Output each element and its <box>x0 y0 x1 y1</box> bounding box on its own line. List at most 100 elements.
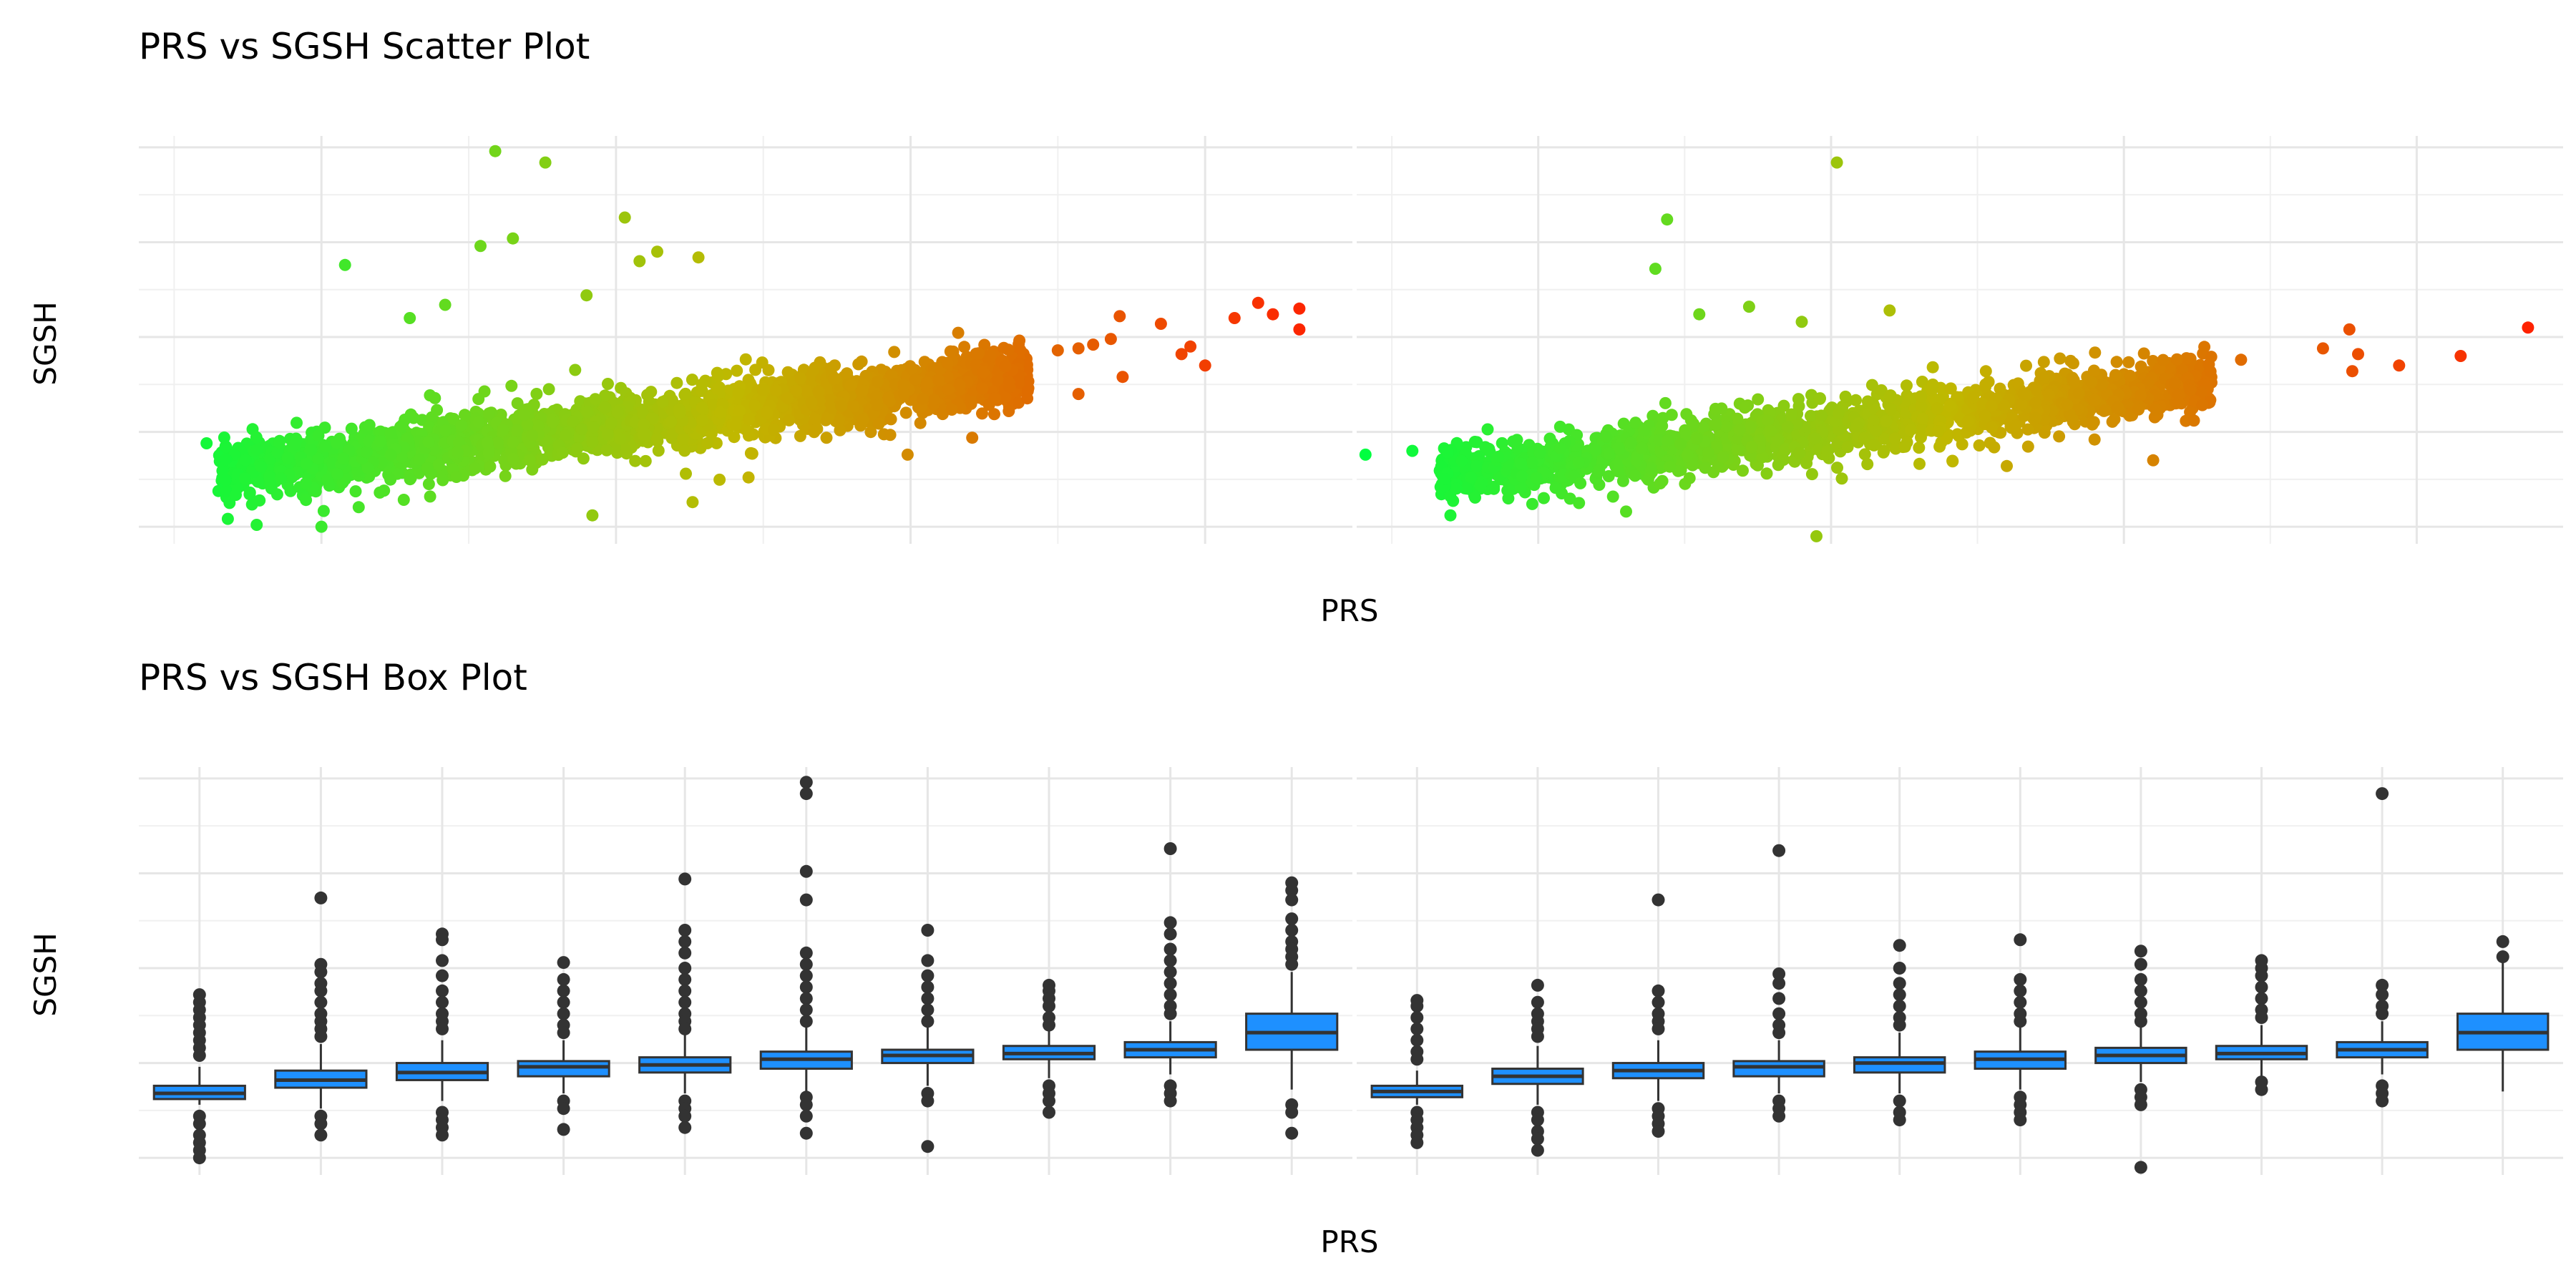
box-outlier <box>1893 939 1906 952</box>
scatter-point <box>469 462 482 475</box>
scatter-point <box>1858 431 1871 444</box>
scatter-point <box>800 384 813 397</box>
scatter-point <box>1629 469 1641 482</box>
box-outlier <box>1652 893 1665 907</box>
scatter-point <box>917 392 930 405</box>
box-outlier <box>2014 972 2027 986</box>
box-outlier <box>799 1098 813 1111</box>
box-outlier <box>1163 988 1177 1002</box>
scatter-point <box>250 431 263 444</box>
scatter-point <box>1821 445 1834 457</box>
scatter-point <box>270 488 283 501</box>
box-outlier <box>314 1117 328 1131</box>
scatter-point <box>1502 492 1515 504</box>
scatter-point <box>2137 347 2150 360</box>
box-outlier <box>799 864 813 878</box>
box-outlier <box>557 1123 570 1136</box>
scatter-point <box>1616 474 1629 487</box>
box-outlier <box>1893 1094 1906 1108</box>
box-body <box>1732 1060 1825 1078</box>
scatter-point <box>743 413 756 426</box>
box-outlier <box>1410 1000 1424 1013</box>
scatter-point <box>958 341 971 353</box>
box-outlier <box>1893 1113 1906 1127</box>
scatter-point <box>511 424 524 436</box>
box-outlier <box>314 995 328 1009</box>
scatter-point <box>361 462 374 474</box>
scatter-point <box>431 404 444 416</box>
scatter-point <box>1154 318 1167 330</box>
scatter-point <box>618 211 631 224</box>
scatter-point <box>526 463 539 476</box>
box-outlier <box>314 1128 328 1142</box>
box-outlier <box>678 1121 692 1134</box>
scatter-point <box>665 416 678 428</box>
scatter-point <box>2172 388 2185 401</box>
scatter-point <box>1888 432 1901 445</box>
scatter-x-axis-label: PRS <box>1320 593 1378 628</box>
scatter-point <box>794 429 806 442</box>
scatter-point <box>1589 444 1602 457</box>
scatter-point <box>483 407 495 420</box>
box-outlier <box>921 992 935 1005</box>
scatter-point <box>421 462 434 474</box>
box-outlier <box>1043 1094 1055 1108</box>
scatter-point <box>1841 441 1854 454</box>
box-outlier <box>192 1049 206 1062</box>
scatter-point <box>331 467 343 480</box>
scatter-point <box>273 436 286 449</box>
scatter-point <box>641 389 654 401</box>
scatter-point <box>1680 408 1693 421</box>
box-outlier <box>1652 1022 1665 1035</box>
scatter-point <box>748 399 761 412</box>
box-outlier <box>2496 950 2509 964</box>
scatter-point <box>281 452 294 464</box>
box-outlier <box>799 1126 813 1140</box>
scatter-point <box>1988 441 2001 454</box>
scatter-point <box>1916 412 1929 425</box>
scatter-point <box>243 486 256 499</box>
box-outlier <box>1531 1132 1544 1146</box>
box-outlier <box>2376 1094 2389 1108</box>
scatter-point <box>575 423 588 436</box>
scatter-point <box>820 431 833 444</box>
scatter-point <box>921 376 934 389</box>
scatter-point <box>439 298 452 311</box>
scatter-point <box>1533 447 1546 459</box>
box-outlier <box>1893 1018 1906 1032</box>
scatter-point <box>1574 477 1587 489</box>
scatter-point <box>2009 419 2022 432</box>
scatter-point <box>1926 361 1939 374</box>
box-outlier <box>2014 933 2027 947</box>
scatter-point <box>1293 323 1306 336</box>
scatter-point <box>914 416 927 429</box>
box-outlier <box>192 1117 206 1131</box>
scatter-point <box>857 413 869 426</box>
scatter-point <box>605 416 618 429</box>
scatter-point <box>250 444 263 457</box>
scatter-point <box>611 406 624 419</box>
scatter-point <box>2111 401 2124 414</box>
scatter-point <box>680 467 692 480</box>
scatter-point <box>530 388 543 400</box>
scatter-point <box>481 436 494 449</box>
box-outlier <box>2255 969 2268 982</box>
scatter-point <box>1087 338 1100 351</box>
scatter-point <box>2067 357 2079 370</box>
scatter-point <box>221 512 234 525</box>
scatter-point <box>2235 353 2248 366</box>
scatter-point <box>581 406 594 419</box>
scatter-point <box>1809 432 1822 445</box>
box-outlier <box>921 969 935 982</box>
scatter-point <box>744 447 757 459</box>
box-outlier <box>1410 1033 1424 1047</box>
scatter-point <box>859 369 872 382</box>
scatter-point <box>710 436 723 449</box>
scatter-point <box>571 442 584 455</box>
scatter-point <box>2088 433 2101 446</box>
scatter-point <box>871 399 884 411</box>
box-outlier <box>2014 995 2027 1009</box>
scatter-point <box>1603 447 1615 459</box>
scatter-point <box>255 460 268 473</box>
scatter-point <box>733 404 746 417</box>
